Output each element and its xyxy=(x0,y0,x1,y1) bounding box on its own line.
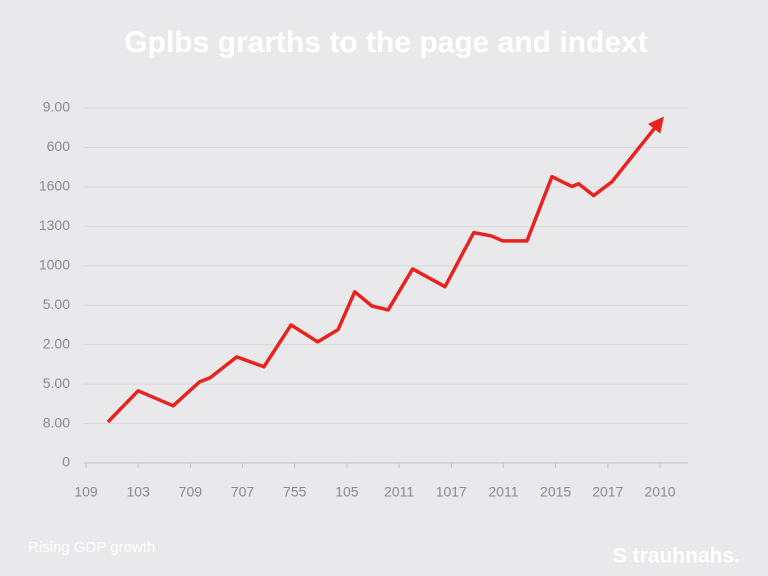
x-tick-label: 2010 xyxy=(644,484,675,500)
brand: S trauhnahs. xyxy=(613,545,740,568)
y-tick-label: 5.00 xyxy=(43,375,70,391)
x-tick-label: 105 xyxy=(335,484,359,500)
x-tick-label: 2011 xyxy=(384,484,414,500)
caption: Rising GDP growth xyxy=(28,539,155,556)
y-tick-label: 5.00 xyxy=(43,296,70,312)
y-tick-label: 1000 xyxy=(39,256,70,272)
y-tick-label: 600 xyxy=(47,138,71,154)
x-tick-label: 2015 xyxy=(540,484,571,500)
x-tick-label: 103 xyxy=(127,484,151,500)
chart-title: Gplbs grarths to the page and indext xyxy=(124,26,647,59)
y-tick-label: 1300 xyxy=(39,217,70,233)
x-tick-label: 2017 xyxy=(592,484,623,500)
x-tick-label: 1017 xyxy=(436,484,467,500)
x-tick-label: 755 xyxy=(283,484,307,500)
y-tick-label: 9.00 xyxy=(43,99,70,115)
y-tick-label: 2.00 xyxy=(43,335,70,351)
y-tick-label: 1600 xyxy=(39,178,70,194)
y-tick-label: 8.00 xyxy=(43,414,70,430)
x-tick-label: 2011 xyxy=(488,484,518,500)
y-tick-label: 0 xyxy=(62,454,70,470)
x-tick-label: 709 xyxy=(179,484,203,500)
data-line xyxy=(106,116,664,424)
x-tick-label: 707 xyxy=(231,484,255,500)
x-tick-label: 109 xyxy=(74,484,98,500)
